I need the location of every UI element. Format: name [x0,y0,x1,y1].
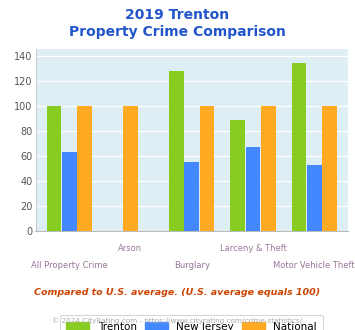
Bar [230,119,245,231]
Text: Property Crime Comparison: Property Crime Comparison [69,25,286,39]
Bar [246,147,260,231]
Bar [184,162,199,231]
Text: Burglary: Burglary [174,261,210,270]
Text: All Property Crime: All Property Crime [31,261,108,270]
Bar [307,165,322,231]
Text: Larceny & Theft: Larceny & Theft [219,244,286,253]
Bar [291,63,306,231]
Bar [62,152,77,231]
Text: Motor Vehicle Theft: Motor Vehicle Theft [273,261,355,270]
Bar [322,106,337,231]
Text: Compared to U.S. average. (U.S. average equals 100): Compared to U.S. average. (U.S. average … [34,287,321,297]
Bar [169,71,184,231]
Text: © 2024 CityRating.com - https://www.cityrating.com/crime-statistics/: © 2024 CityRating.com - https://www.city… [53,317,302,324]
Text: 2019 Trenton: 2019 Trenton [125,8,230,22]
Bar [261,106,275,231]
Bar [200,106,214,231]
Legend: Trenton, New Jersey, National: Trenton, New Jersey, National [60,315,323,330]
Text: Arson: Arson [118,244,142,253]
Bar [77,106,92,231]
Bar [123,106,138,231]
Bar [47,106,61,231]
